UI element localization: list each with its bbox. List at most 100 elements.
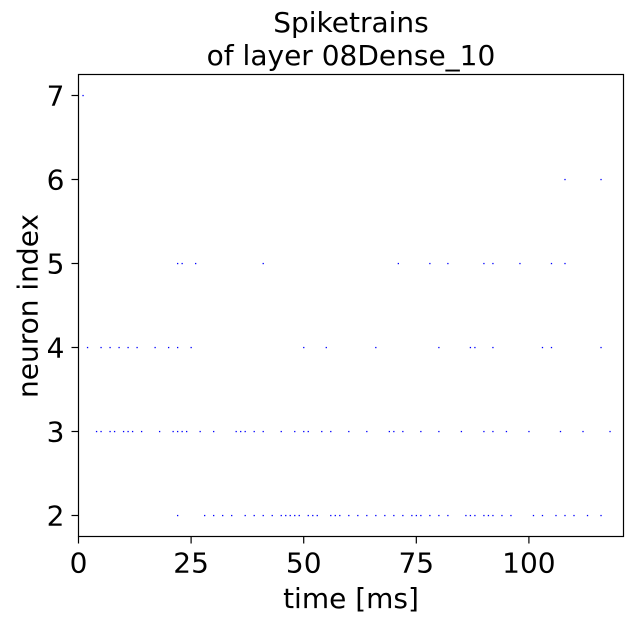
y-tick-label: 7 — [47, 80, 65, 113]
spike-point — [528, 430, 530, 433]
spike-point — [176, 514, 179, 517]
spike-point — [393, 430, 395, 433]
spike-point — [154, 346, 156, 349]
spike-point — [334, 514, 336, 517]
spike-point — [474, 514, 476, 517]
spike-point — [95, 430, 98, 433]
y-tick-label: 4 — [47, 332, 65, 365]
spike-point — [176, 430, 179, 433]
spike-point — [330, 514, 332, 517]
spike-point — [550, 262, 553, 265]
x-tick-label: 25 — [173, 547, 209, 580]
spike-point — [438, 430, 440, 433]
spike-point — [109, 346, 111, 349]
spike-point — [492, 514, 494, 517]
spike-point — [469, 514, 472, 517]
spike-point — [375, 346, 377, 349]
spike-point — [469, 346, 472, 349]
spike-point — [307, 514, 309, 517]
spike-point — [86, 346, 89, 349]
spike-point — [429, 514, 431, 517]
spike-point — [519, 262, 521, 265]
spike-point — [348, 514, 350, 517]
spike-point — [298, 514, 300, 517]
spike-point — [366, 514, 368, 517]
spike-point — [532, 514, 535, 517]
x-tick-label: 100 — [502, 547, 555, 580]
spike-point — [438, 514, 440, 517]
spike-point — [122, 430, 125, 433]
spike-point — [555, 514, 557, 517]
spike-point — [375, 514, 377, 517]
spike-point — [109, 430, 111, 433]
spike-point — [307, 430, 309, 433]
spike-point — [492, 430, 494, 433]
spike-point — [289, 514, 291, 517]
spike-point — [199, 430, 201, 433]
spike-point — [127, 346, 129, 349]
spike-point — [262, 262, 264, 265]
spike-point — [487, 514, 490, 517]
spike-point — [213, 430, 215, 433]
plot-frame — [77, 73, 625, 538]
spike-point — [316, 514, 318, 517]
spike-point — [483, 262, 485, 265]
spike-point — [82, 94, 84, 97]
x-tick-label: 0 — [70, 547, 88, 580]
spike-point — [280, 514, 282, 517]
spike-point — [600, 346, 602, 349]
spike-point — [271, 514, 273, 517]
spike-point — [262, 514, 264, 517]
spike-point — [195, 262, 197, 265]
spike-point — [600, 514, 602, 517]
spike-point — [564, 514, 566, 517]
spike-point — [573, 514, 575, 517]
spike-point — [176, 262, 179, 265]
spike-point — [564, 178, 566, 181]
x-tick-label: 50 — [286, 547, 322, 580]
spike-point — [460, 430, 463, 433]
spike-point — [600, 178, 602, 181]
spike-point — [586, 514, 589, 517]
spike-point — [303, 430, 305, 433]
spike-point — [582, 430, 584, 433]
spike-point — [244, 514, 246, 517]
spike-point — [492, 346, 494, 349]
spike-point — [127, 430, 129, 433]
spike-point — [447, 262, 449, 265]
spike-point — [190, 346, 192, 349]
y-tick-label: 3 — [47, 416, 65, 449]
spike-point — [235, 430, 237, 433]
spike-point — [181, 262, 183, 265]
y-tick-label: 6 — [47, 164, 65, 197]
spike-point — [280, 430, 282, 433]
spike-point — [420, 430, 422, 433]
spike-point — [505, 430, 508, 433]
spike-point — [348, 430, 350, 433]
spike-point — [474, 346, 476, 349]
spike-point — [181, 430, 183, 433]
spike-point — [609, 430, 611, 433]
spike-point — [384, 514, 386, 517]
spike-point — [100, 346, 102, 349]
spike-point — [510, 514, 512, 517]
spike-point — [158, 430, 161, 433]
spike-point — [186, 430, 188, 433]
spike-point — [231, 514, 233, 517]
spike-point — [492, 262, 494, 265]
spike-point — [357, 514, 359, 517]
spike-point — [294, 430, 296, 433]
spike-point — [411, 514, 413, 517]
spike-point — [559, 430, 562, 433]
spike-point — [113, 430, 116, 433]
spike-point — [429, 262, 431, 265]
spike-point — [204, 514, 206, 517]
spike-point — [253, 430, 255, 433]
spike-point — [541, 346, 544, 349]
spike-point — [140, 430, 143, 433]
spike-point — [393, 514, 395, 517]
spike-point — [312, 514, 314, 517]
spike-point — [253, 514, 255, 517]
spike-point — [176, 346, 179, 349]
